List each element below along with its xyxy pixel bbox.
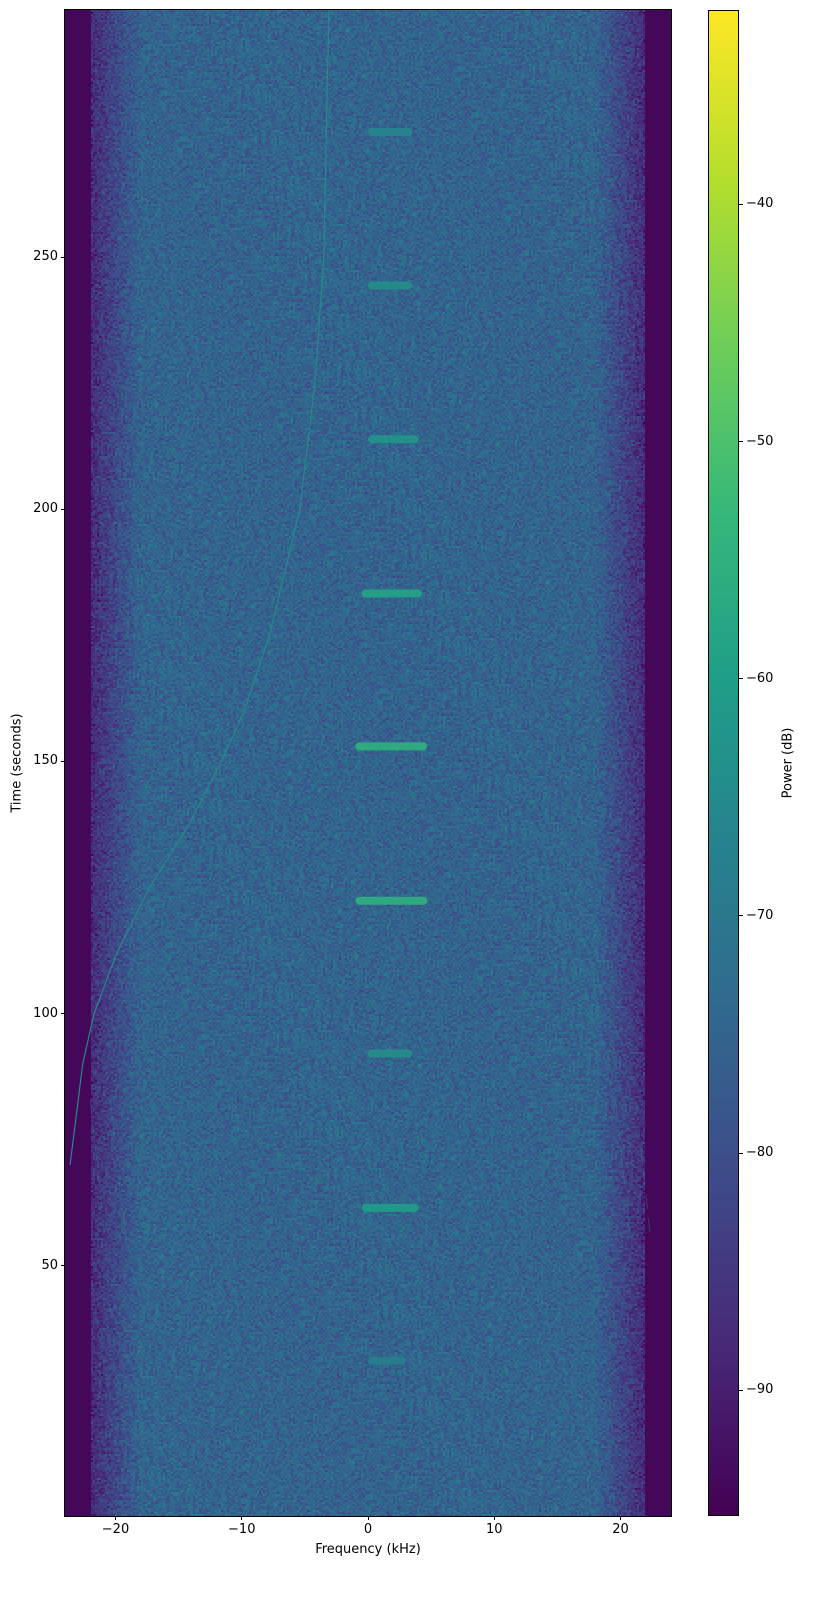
- colorbar-tick-label: −50: [746, 433, 774, 449]
- burst-mark: [355, 896, 428, 905]
- streak-mark: [392, 1099, 409, 1241]
- streak-mark: [251, 1099, 268, 1241]
- colorbar-tick: [739, 203, 743, 205]
- burst-mark: [368, 128, 413, 137]
- streak-mark: [574, 1099, 591, 1241]
- colorbar: [708, 10, 739, 1516]
- y-tick: [61, 256, 65, 258]
- y-tick-label: 200: [33, 501, 58, 517]
- x-tick: [115, 1516, 116, 1520]
- doppler-trace: [69, 10, 330, 1166]
- streak-mark: [534, 1099, 551, 1241]
- burst-mark: [355, 742, 428, 751]
- streak-mark: [594, 1099, 611, 1241]
- colorbar-tick-label: −80: [746, 1145, 774, 1161]
- x-tick-label: 10: [485, 1522, 503, 1537]
- streak-mark: [271, 1099, 288, 1241]
- streak-mark: [493, 1099, 510, 1241]
- colorbar-tick: [739, 915, 743, 917]
- y-tick: [61, 508, 65, 510]
- x-tick: [367, 1516, 369, 1520]
- colorbar-tick: [739, 678, 743, 680]
- streak-mark: [554, 1099, 571, 1241]
- x-tick: [620, 1516, 621, 1520]
- spectrogram-image: [65, 10, 671, 1516]
- y-tick-label: 50: [41, 1257, 58, 1273]
- streak-mark: [635, 1099, 652, 1241]
- x-axis-label: Frequency (kHz): [315, 1542, 421, 1557]
- streak-mark: [130, 1099, 147, 1241]
- streak-mark: [110, 1099, 126, 1241]
- streak-mark: [211, 1099, 227, 1241]
- x-tick-label: 20: [612, 1522, 629, 1537]
- spectrogram-overlay: [69, 10, 652, 1365]
- streak-mark: [615, 1099, 631, 1241]
- colorbar-tick-label: −40: [746, 196, 774, 212]
- streak-mark: [89, 1099, 106, 1241]
- x-tick-label: −10: [228, 1522, 256, 1537]
- x-tick-label: −20: [101, 1522, 130, 1537]
- x-tick: [493, 1516, 495, 1520]
- streak-mark: [231, 1099, 248, 1241]
- streak-mark: [332, 1099, 349, 1241]
- colorbar-tick-label: −90: [746, 1382, 774, 1398]
- streak-mark: [413, 1099, 429, 1241]
- streak-mark: [433, 1099, 450, 1241]
- streak-mark: [170, 1099, 187, 1241]
- burst-mark: [368, 435, 419, 444]
- streak-mark: [453, 1099, 470, 1241]
- y-tick: [61, 1265, 65, 1267]
- streak-mark: [372, 1099, 389, 1241]
- colorbar-label: Power (dB): [780, 727, 796, 799]
- streak-mark: [473, 1099, 490, 1241]
- streak-mark: [291, 1099, 308, 1241]
- burst-mark: [368, 1049, 413, 1058]
- burst-mark: [368, 1356, 406, 1365]
- colorbar-tick-label: −60: [746, 670, 774, 686]
- spectrogram-plot-area: [65, 10, 671, 1516]
- x-tick: [241, 1516, 243, 1520]
- colorbar-tick: [739, 1389, 743, 1391]
- colorbar-tick: [739, 1152, 743, 1154]
- y-tick-label: 100: [33, 1005, 58, 1021]
- burst-mark: [361, 589, 423, 598]
- streak-mark: [352, 1099, 369, 1241]
- colorbar-tick-label: −70: [746, 907, 774, 923]
- x-tick-label: 0: [363, 1522, 373, 1537]
- streak-mark: [190, 1099, 207, 1241]
- colorbar-tick: [739, 441, 743, 443]
- streak-mark: [150, 1099, 167, 1241]
- y-axis-label: Time (seconds): [9, 713, 25, 813]
- y-tick: [61, 1013, 65, 1015]
- burst-mark: [361, 1203, 419, 1212]
- streak-mark: [312, 1099, 328, 1241]
- burst-mark: [368, 281, 413, 290]
- y-tick: [61, 760, 65, 762]
- streak-mark: [514, 1099, 530, 1241]
- y-tick-label: 150: [33, 753, 58, 769]
- y-tick-label: 250: [33, 249, 58, 265]
